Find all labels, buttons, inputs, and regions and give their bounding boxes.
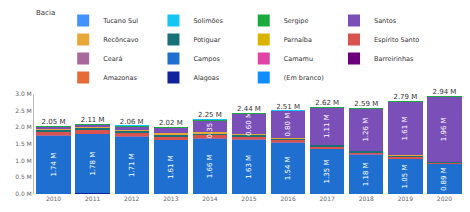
svg-text:1.61 M: 1.61 M (401, 117, 409, 141)
svg-text:2.51 M: 2.51 M (276, 103, 300, 111)
svg-text:1.54 M: 1.54 M (284, 156, 292, 180)
svg-text:2011: 2011 (85, 195, 100, 202)
svg-text:Parnaíba: Parnaíba (284, 36, 312, 44)
svg-text:Camamu: Camamu (284, 55, 313, 63)
svg-text:2015: 2015 (241, 195, 256, 202)
svg-text:0.5 M: 0.5 M (15, 173, 32, 180)
svg-text:(Em branco): (Em branco) (284, 74, 324, 82)
svg-text:2.25 M: 2.25 M (198, 111, 222, 119)
svg-text:0.89 M: 0.89 M (440, 167, 448, 191)
svg-text:2.02 M: 2.02 M (159, 119, 183, 127)
svg-text:2020: 2020 (437, 195, 452, 202)
svg-text:1.5 M: 1.5 M (15, 140, 32, 147)
svg-text:2012: 2012 (124, 195, 139, 202)
svg-text:2018: 2018 (359, 195, 374, 202)
svg-text:3.0 M: 3.0 M (15, 90, 32, 97)
svg-text:2016: 2016 (280, 195, 295, 202)
svg-text:2.79 M: 2.79 M (393, 93, 417, 101)
svg-text:2.0 M: 2.0 M (15, 123, 32, 130)
svg-text:1.05 M: 1.05 M (401, 165, 409, 189)
svg-text:Bacia: Bacia (36, 9, 55, 17)
svg-text:2019: 2019 (398, 195, 413, 202)
svg-text:1.96 M: 1.96 M (440, 117, 448, 141)
svg-text:1.11 M: 1.11 M (323, 114, 331, 138)
svg-text:2.5 M: 2.5 M (15, 107, 32, 114)
svg-text:Barreirinhas: Barreirinhas (374, 55, 414, 63)
svg-text:Ceará: Ceará (103, 55, 122, 63)
svg-text:2.44 M: 2.44 M (237, 105, 261, 113)
svg-text:2.94 M: 2.94 M (433, 88, 457, 96)
svg-text:0.0 M: 0.0 M (15, 190, 32, 197)
svg-text:1.61 M: 1.61 M (167, 155, 175, 179)
svg-text:0.35 M: 0.35 M (206, 115, 214, 139)
svg-text:Campos: Campos (193, 55, 220, 63)
svg-text:1.66 M: 1.66 M (206, 154, 214, 178)
svg-text:1.71 M: 1.71 M (128, 153, 136, 177)
svg-text:1.74 M: 1.74 M (50, 153, 58, 177)
svg-text:Amazonas: Amazonas (103, 74, 137, 82)
svg-text:2.62 M: 2.62 M (315, 99, 339, 107)
svg-text:Potiguar: Potiguar (193, 36, 220, 44)
svg-text:2.59 M: 2.59 M (354, 100, 378, 108)
svg-text:1.63 M: 1.63 M (245, 155, 253, 179)
svg-text:2017: 2017 (320, 195, 335, 202)
svg-text:Santos: Santos (374, 17, 397, 25)
svg-text:2.05 M: 2.05 M (42, 118, 66, 126)
svg-text:1.26 M: 1.26 M (362, 118, 370, 142)
svg-text:Alagoas: Alagoas (193, 74, 219, 82)
svg-text:Recôncavo: Recôncavo (103, 36, 138, 44)
svg-text:Sergipe: Sergipe (284, 17, 309, 25)
svg-text:1.0 M: 1.0 M (15, 157, 32, 164)
svg-text:2010: 2010 (46, 195, 61, 202)
svg-text:Solimões: Solimões (193, 17, 223, 25)
svg-text:2014: 2014 (202, 195, 217, 202)
svg-text:Espírito Santo: Espírito Santo (374, 36, 419, 44)
svg-text:0.80 M: 0.80 M (284, 113, 292, 137)
svg-text:0.60 M: 0.60 M (245, 112, 253, 136)
svg-text:2013: 2013 (163, 195, 178, 202)
svg-text:1.35 M: 1.35 M (323, 160, 331, 184)
svg-text:Tucano Sul: Tucano Sul (102, 17, 138, 25)
svg-text:2.06 M: 2.06 M (120, 118, 144, 126)
svg-text:1.78 M: 1.78 M (89, 152, 97, 176)
svg-text:2.11 M: 2.11 M (81, 116, 105, 124)
svg-text:1.18 M: 1.18 M (362, 162, 370, 186)
